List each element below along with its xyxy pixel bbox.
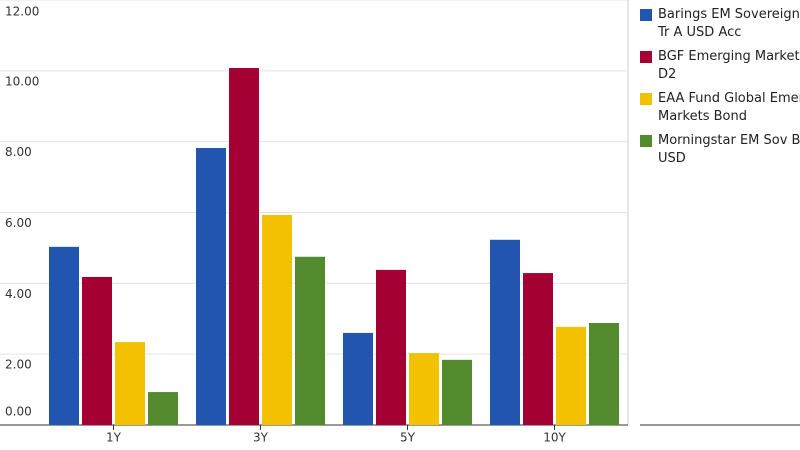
y-tick-label: 2.00 <box>5 358 32 372</box>
legend-item[interactable]: EAA Fund Global Emerging Markets Bond <box>640 90 800 126</box>
bar <box>442 359 472 425</box>
bar <box>148 392 178 425</box>
legend-item[interactable]: BGF Emerging Markets Bond D2 <box>640 48 800 84</box>
bar <box>196 148 226 425</box>
x-tick-label: 10Y <box>543 431 566 445</box>
y-tick-label: 0.00 <box>5 405 32 419</box>
legend-label: Morningstar EM Sov Bd GR USD <box>658 133 800 166</box>
bar <box>115 342 145 425</box>
bar <box>262 214 292 425</box>
legend-label: Barings EM Sovereign Debt Tr A USD Acc <box>658 7 800 40</box>
bar <box>556 326 586 425</box>
legend-swatch <box>640 9 652 21</box>
y-tick-label: 4.00 <box>5 287 32 301</box>
bar <box>343 332 373 425</box>
legend-swatch <box>640 135 652 147</box>
x-tick-label: 1Y <box>106 431 122 445</box>
bar <box>589 323 619 425</box>
y-tick-label: 8.00 <box>5 145 32 159</box>
y-tick-label: 12.00 <box>5 5 39 19</box>
x-tick-label: 5Y <box>400 431 416 445</box>
legend: Barings EM Sovereign Debt Tr A USD Acc BG… <box>640 6 800 174</box>
legend-label: EAA Fund Global Emerging Markets Bond <box>658 91 800 124</box>
bar <box>82 276 112 425</box>
y-tick-label: 6.00 <box>5 216 32 230</box>
y-tick-label: 10.00 <box>5 74 39 88</box>
legend-label: BGF Emerging Markets Bond D2 <box>658 49 800 82</box>
legend-swatch <box>640 93 652 105</box>
x-tick-label: 3Y <box>253 431 269 445</box>
bar <box>523 273 553 425</box>
bar <box>295 256 325 425</box>
bar <box>490 239 520 425</box>
legend-item[interactable]: Barings EM Sovereign Debt Tr A USD Acc <box>640 6 800 42</box>
legend-item[interactable]: Morningstar EM Sov Bd GR USD <box>640 132 800 168</box>
bar <box>49 246 79 425</box>
bar <box>409 353 439 425</box>
bar <box>376 269 406 425</box>
bar <box>229 68 259 425</box>
legend-swatch <box>640 51 652 63</box>
